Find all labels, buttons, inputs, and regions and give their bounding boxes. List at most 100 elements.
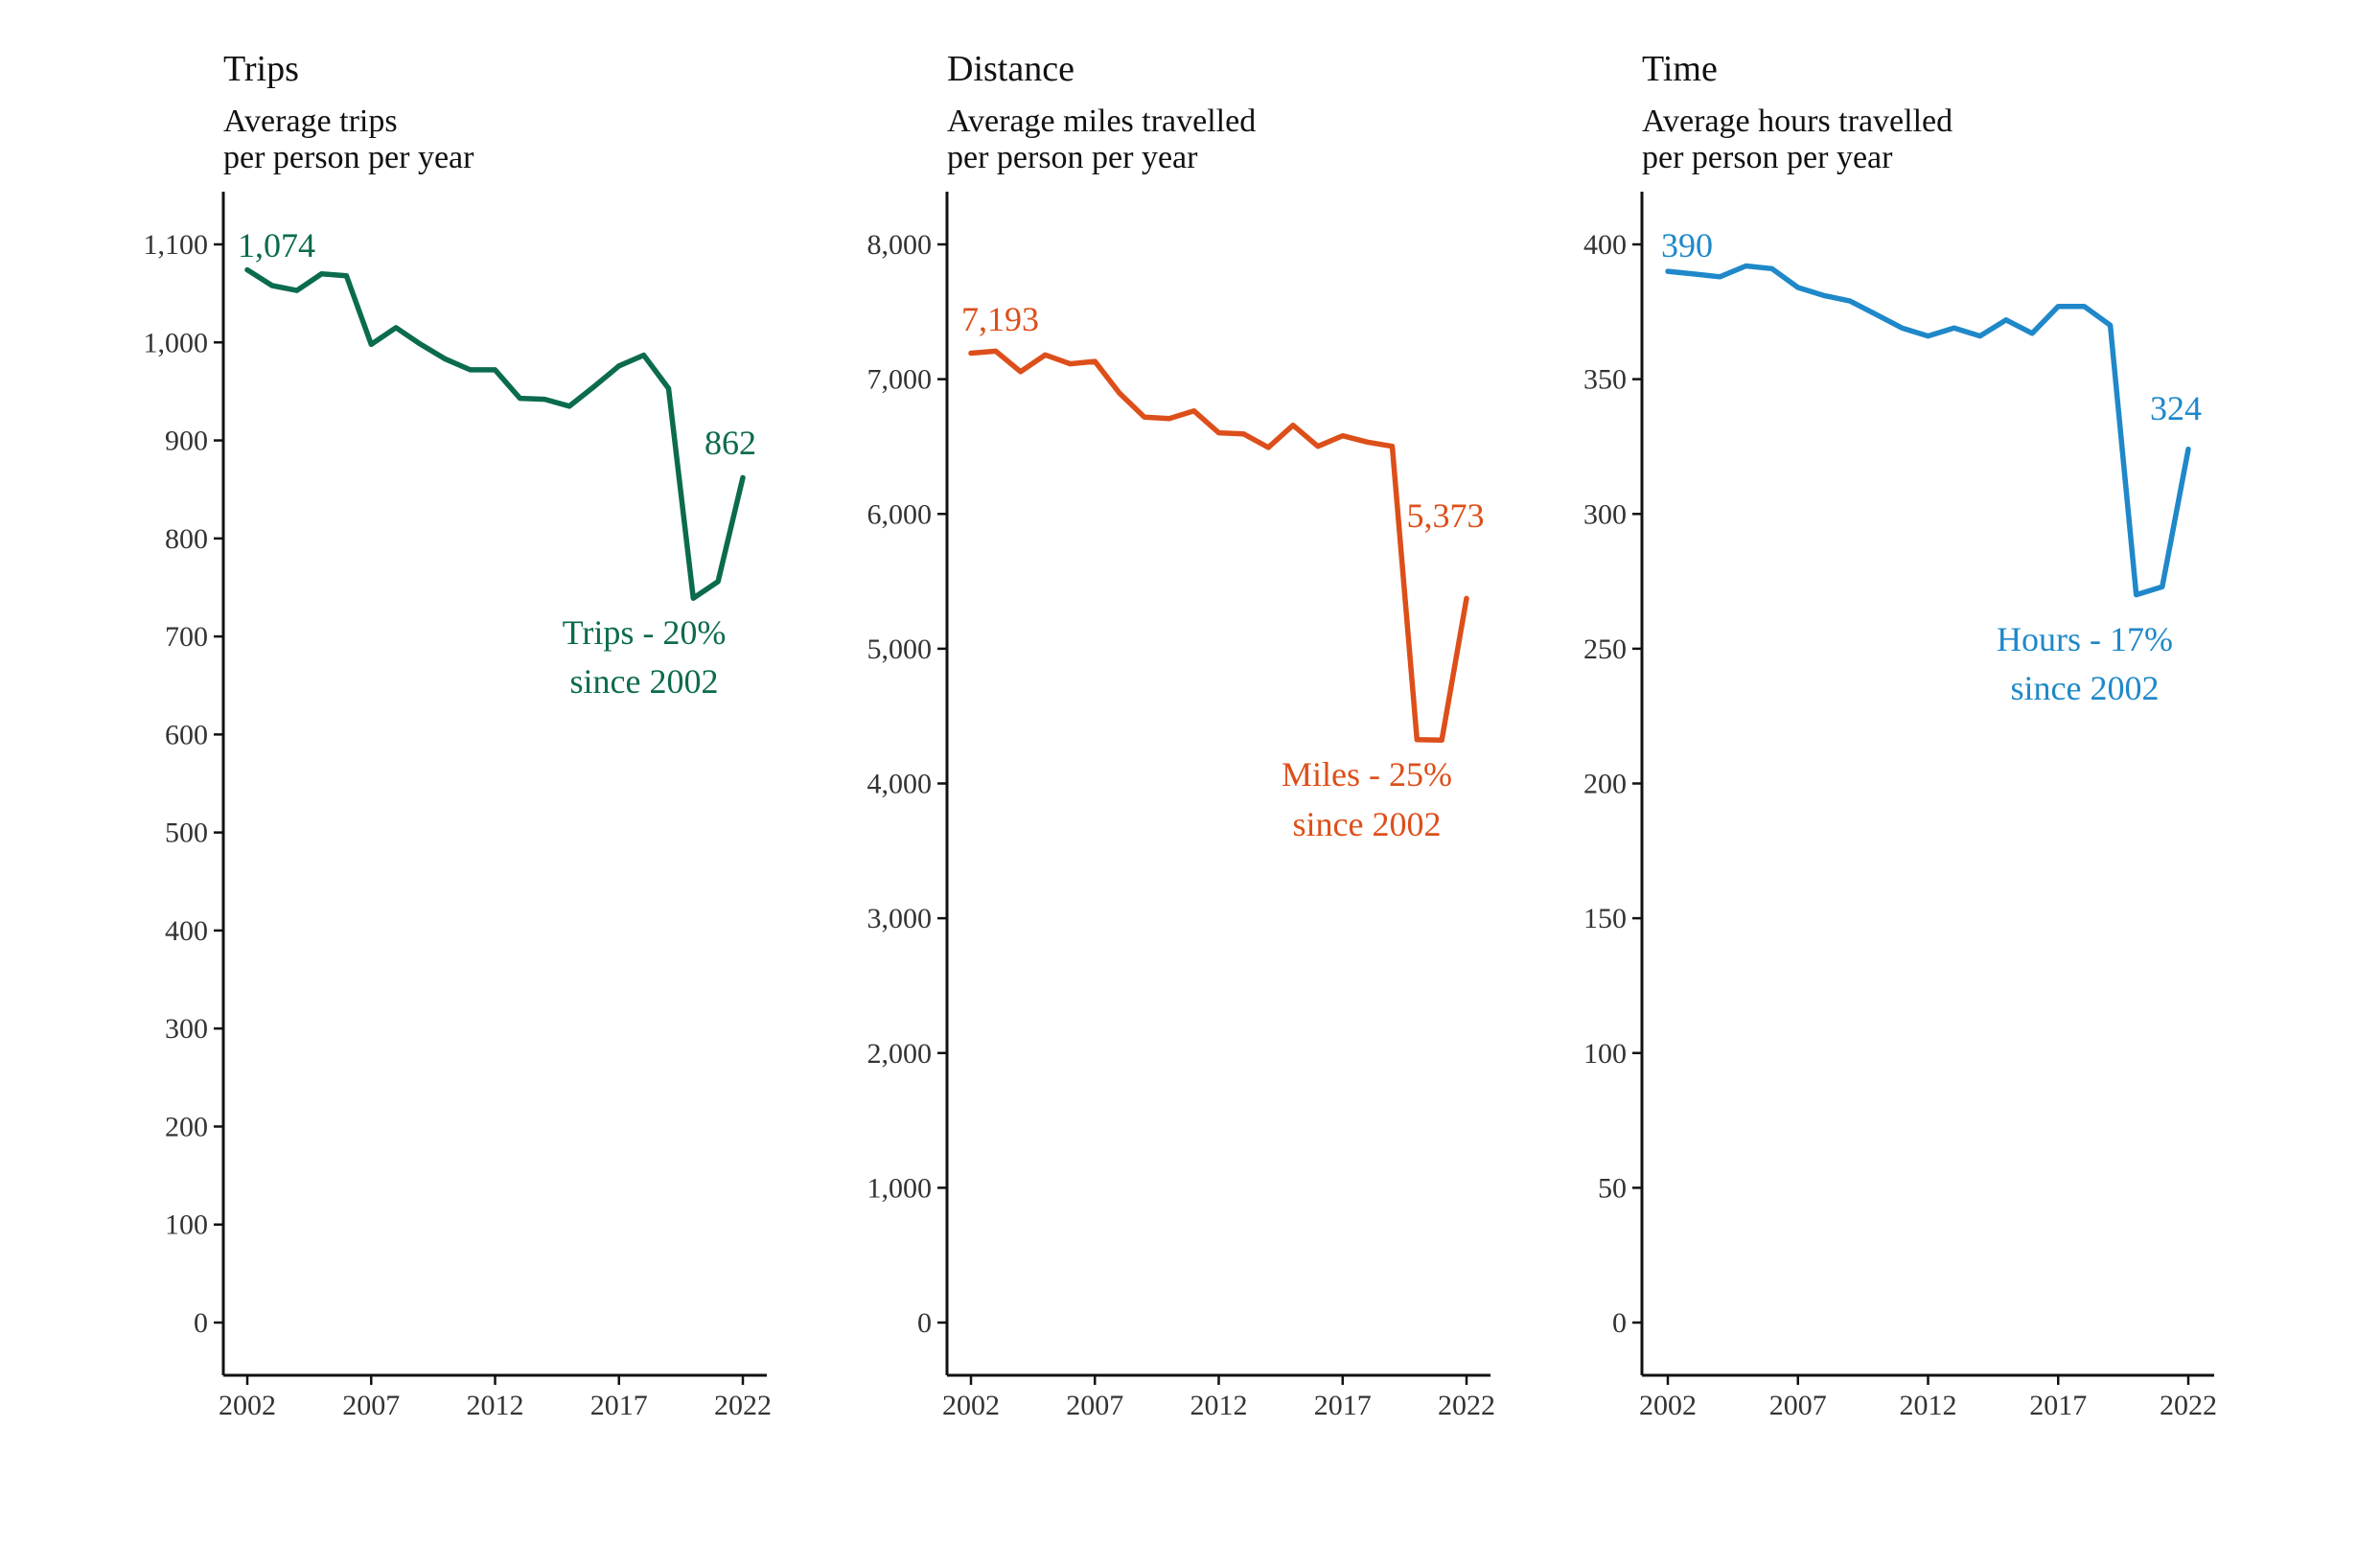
y-tick-label: 1,000 — [867, 1172, 933, 1204]
data-point — [716, 579, 721, 584]
y-tick-label: 7,000 — [867, 364, 933, 396]
data-point — [1142, 415, 1146, 420]
chart-subtitle-line: Average trips — [223, 104, 398, 139]
y-tick-label: 900 — [165, 426, 208, 457]
data-point — [543, 397, 547, 402]
data-point — [1440, 738, 1444, 743]
chart-title: Distance — [947, 49, 1074, 89]
x-tick-label: 2002 — [1639, 1390, 1697, 1421]
data-point — [641, 353, 646, 357]
y-tick-label: 6,000 — [867, 498, 933, 530]
y-tick-label: 4,000 — [867, 769, 933, 800]
data-point — [1465, 596, 1469, 601]
y-tick-label: 0 — [917, 1307, 932, 1339]
y-tick-label: 100 — [165, 1209, 208, 1241]
y-tick-label: 150 — [1583, 903, 1627, 934]
data-point — [1068, 361, 1073, 366]
end-value-label: 862 — [705, 424, 756, 462]
data-point — [1340, 433, 1345, 438]
change-annotation-line: Hours - 17% — [1997, 620, 2173, 658]
data-point — [245, 267, 250, 272]
x-tick-label: 2012 — [467, 1390, 524, 1421]
x-tick-label: 2017 — [2029, 1390, 2087, 1421]
data-point — [969, 351, 974, 356]
data-point — [2186, 447, 2191, 451]
data-point — [2003, 317, 2008, 322]
x-tick-label: 2022 — [1438, 1390, 1495, 1421]
data-point — [1365, 440, 1370, 445]
data-point — [1718, 274, 1722, 279]
series-line-trips — [244, 266, 746, 601]
y-tick-label: 1,000 — [144, 327, 209, 358]
end-value-label: 5,373 — [1407, 496, 1485, 535]
y-tick-label: 1,100 — [144, 229, 209, 261]
data-point — [1900, 326, 1905, 331]
data-point — [741, 475, 746, 480]
x-tick-label: 2022 — [2160, 1390, 2217, 1421]
data-point — [1821, 293, 1826, 298]
y-tick-label: 800 — [165, 523, 208, 555]
data-point — [1315, 444, 1320, 449]
data-point — [493, 367, 497, 372]
data-point — [993, 349, 998, 354]
data-point — [1118, 391, 1122, 396]
y-tick-label: 400 — [165, 915, 208, 947]
data-point — [1216, 430, 1221, 435]
data-point — [1018, 369, 1023, 374]
y-tick-label: 50 — [1598, 1172, 1627, 1204]
start-value-label: 390 — [1661, 226, 1713, 265]
data-point — [518, 396, 522, 401]
y-tick-label: 5,000 — [867, 633, 933, 665]
data-point — [1093, 359, 1098, 364]
data-point — [1769, 266, 1774, 271]
chart-subtitle-line: per person per year — [223, 140, 474, 175]
data-point — [1291, 423, 1296, 427]
data-point — [2108, 323, 2113, 328]
y-tick-label: 300 — [1583, 498, 1627, 530]
data-point — [1874, 312, 1879, 317]
change-annotation-line: Miles - 25% — [1282, 755, 1452, 794]
data-point — [2082, 304, 2087, 309]
data-point — [2134, 592, 2138, 597]
y-tick-label: 8,000 — [867, 229, 933, 261]
data-point — [269, 283, 274, 288]
y-tick-label: 0 — [1612, 1307, 1627, 1339]
data-point — [1848, 299, 1853, 304]
y-tick-label: 3,000 — [867, 903, 933, 934]
data-point — [1744, 264, 1748, 268]
y-tick-label: 200 — [165, 1111, 208, 1142]
start-value-label: 1,074 — [238, 226, 315, 265]
change-annotation-line: Trips - 20% — [563, 613, 727, 652]
chart-subtitle-line: Average hours travelled — [1642, 104, 1953, 139]
x-tick-label: 2007 — [1769, 1390, 1827, 1421]
data-point — [1666, 269, 1671, 274]
x-tick-label: 2012 — [1190, 1390, 1248, 1421]
data-point — [1977, 334, 1982, 338]
data-point — [468, 367, 473, 372]
chart-subtitle-line: Average miles travelled — [947, 104, 1256, 139]
y-tick-label: 400 — [1583, 229, 1627, 261]
y-tick-label: 250 — [1583, 633, 1627, 665]
y-tick-label: 300 — [165, 1013, 208, 1045]
x-tick-label: 2012 — [1900, 1390, 1957, 1421]
change-annotation-line: since 2002 — [2011, 669, 2160, 707]
data-point — [319, 271, 324, 276]
series-line-time — [1665, 263, 2191, 598]
data-point — [2056, 304, 2061, 309]
y-tick-label: 0 — [194, 1307, 208, 1339]
data-point — [567, 403, 572, 408]
chart-title: Time — [1642, 49, 1718, 89]
data-point — [591, 384, 596, 389]
data-point — [1241, 431, 1246, 436]
start-value-label: 7,193 — [961, 300, 1039, 338]
data-point — [1795, 286, 1800, 290]
data-point — [1415, 737, 1420, 742]
y-tick-label: 2,000 — [867, 1038, 933, 1070]
data-point — [2030, 331, 2035, 335]
y-tick-label: 350 — [1583, 364, 1627, 396]
y-tick-label: 600 — [165, 719, 208, 750]
x-tick-label: 2002 — [219, 1390, 276, 1421]
